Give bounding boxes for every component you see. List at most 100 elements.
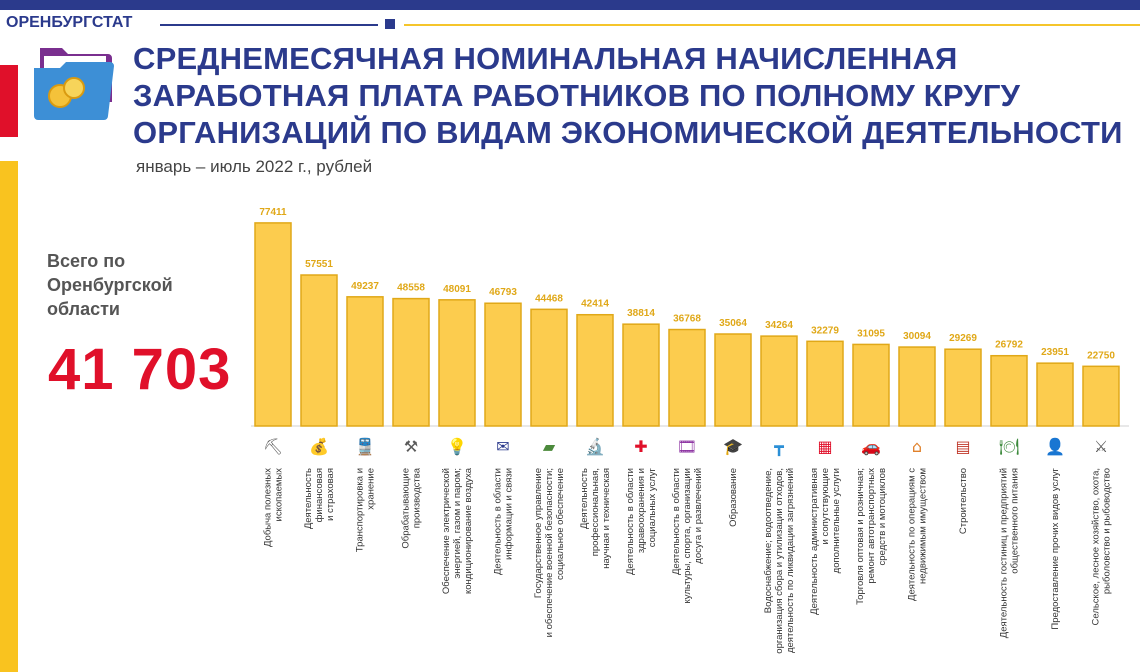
category-label-line: Обрабатывающие <box>401 468 412 549</box>
title-line: ЗАРАБОТНАЯ ПЛАТА РАБОТНИКОВ ПО ПОЛНОМУ К… <box>133 78 1021 113</box>
category-label-line: средств и мотоциклов <box>877 468 888 566</box>
category-label: Строительство <box>958 468 969 534</box>
category-label-line: хранение <box>366 468 377 510</box>
category-label-line: кондиционирование воздуха <box>463 467 474 594</box>
bar-value-label: 32279 <box>811 325 839 336</box>
category-label-line: здравоохранения и <box>636 468 647 553</box>
bar <box>484 302 522 427</box>
total-label-line: Всего по <box>47 251 126 271</box>
header-rule-yellow <box>404 24 1140 26</box>
category-label: Обеспечение электрическойэнергией, газом… <box>441 467 474 594</box>
category-label-line: Обеспечение электрической <box>441 468 452 594</box>
header-rule-blue <box>160 24 378 26</box>
category-label-line: и обеспечение военной безопасности; <box>544 468 555 637</box>
bar-value-label: 35064 <box>719 318 747 329</box>
bar-value-label: 38814 <box>627 308 655 319</box>
category-label-line: Водоснабжение; водоотведение, <box>763 468 774 613</box>
house-icon: ⌂ <box>912 437 922 456</box>
bar <box>622 323 660 427</box>
bar-value-label: 77411 <box>259 207 287 218</box>
category-label: Сельское, лесное хозяйство, охота,рыболо… <box>1091 468 1113 626</box>
bar <box>254 222 292 427</box>
category-label: Образование <box>728 468 739 527</box>
mailbox-icon: ✉ <box>496 437 509 456</box>
category-label-line: Образование <box>728 468 739 527</box>
category-label-line: ремонт автотранспортных <box>866 468 877 584</box>
bar <box>392 297 430 427</box>
category-label-line: Деятельность в области <box>625 468 636 575</box>
money-icon: 💰 <box>309 437 329 456</box>
bar-value-label: 44468 <box>535 293 563 304</box>
category-label-line: Строительство <box>958 468 969 534</box>
train-icon: 🚆 <box>355 437 375 456</box>
brand-label: ОРЕНБУРГСТАТ <box>6 14 133 31</box>
category-label: Государственное управлениеи обеспечение … <box>533 468 566 637</box>
bar <box>346 296 384 427</box>
bar <box>806 340 844 427</box>
top-bar <box>0 0 1140 10</box>
category-label-line: деятельность по ликвидации загрязнений <box>785 468 796 653</box>
bar <box>530 308 568 427</box>
film-icon: 🎞 <box>677 437 697 456</box>
total-label-line: Оренбургской <box>47 275 173 295</box>
category-label-line: и страховая <box>325 468 336 521</box>
bar <box>576 313 614 427</box>
category-label-line: Торговля оптовая и розничная; <box>855 468 866 605</box>
hammer-gear-icon: ⚒ <box>404 437 418 456</box>
category-label-line: Деятельность <box>579 468 590 529</box>
category-label-line: финансовая <box>314 468 325 522</box>
bar-value-label: 36768 <box>673 314 701 325</box>
folder-coins-icon <box>34 48 114 120</box>
bar-value-label: 26792 <box>995 340 1023 351</box>
category-label-line: Добыча полезных <box>263 468 274 547</box>
bar-value-label: 42414 <box>581 299 609 310</box>
food-icon: 🍽 <box>999 437 1019 456</box>
category-label-line: Деятельность по операциям с <box>907 468 918 601</box>
page-title: СРЕДНЕМЕСЯЧНАЯ НОМИНАЛЬНАЯ НАЧИСЛЕННАЯ З… <box>133 40 1140 151</box>
bricks-icon: ▤ <box>955 437 970 456</box>
graduation-cap-icon: 🎓 <box>723 437 743 456</box>
lightbulb-icon: 💡 <box>447 437 467 456</box>
bar-value-label: 57551 <box>305 259 333 270</box>
category-label-line: и сопутствующие <box>820 468 831 544</box>
category-label: Деятельностьфинансоваяи страховая <box>303 468 336 529</box>
microscope-icon: 🔬 <box>585 437 605 456</box>
bar-value-label: 46793 <box>489 287 517 298</box>
shovel-icon: ⛏ <box>263 437 283 456</box>
category-label: Деятельность в областиздравоохранения ис… <box>625 467 658 575</box>
car-wrench-icon: 🚗 <box>861 437 881 456</box>
bar-value-label: 48558 <box>397 283 425 294</box>
category-label-line: социальное обеспечение <box>555 468 566 580</box>
bar <box>852 343 890 427</box>
pipe-icon: ┳ <box>773 437 784 457</box>
bar-value-label: 23951 <box>1041 347 1069 358</box>
category-label-line: Сельское, лесное хозяйство, охота, <box>1091 468 1102 626</box>
bar-value-label: 48091 <box>443 284 471 295</box>
bar <box>944 348 982 427</box>
bar <box>760 335 798 427</box>
tank-icon: ▰ <box>543 437 556 456</box>
bar <box>1082 365 1120 427</box>
category-label-line: недвижимым имуществом <box>918 468 929 584</box>
category-label-line: профессиональная, <box>590 468 601 556</box>
yellow-accent-strip <box>0 161 18 672</box>
bar <box>668 328 706 427</box>
bar-value-label: 30094 <box>903 331 931 342</box>
category-label: Водоснабжение; водоотведение,организация… <box>763 468 796 654</box>
category-label-line: информации и связи <box>504 468 515 560</box>
category-label: Деятельностьпрофессиональная,научная и т… <box>579 468 612 569</box>
category-label-line: социальных услуг <box>647 467 658 547</box>
health-icon: ✚ <box>634 437 647 456</box>
bar <box>714 333 752 427</box>
bar <box>990 354 1028 427</box>
category-label-line: дополнительные услуги <box>831 468 842 573</box>
category-label: Деятельность гостиниц и предприятийобщес… <box>999 468 1021 638</box>
category-label: Деятельность по операциям снедвижимым им… <box>907 468 929 601</box>
bar-value-label: 31095 <box>857 328 885 339</box>
category-label-line: научная и техническая <box>601 468 612 569</box>
category-label: Транспортировка ихранение <box>355 468 377 552</box>
bar <box>438 299 476 427</box>
red-accent-strip <box>0 65 18 137</box>
header-rule-square <box>385 19 395 29</box>
bar-value-label: 49237 <box>351 281 379 292</box>
